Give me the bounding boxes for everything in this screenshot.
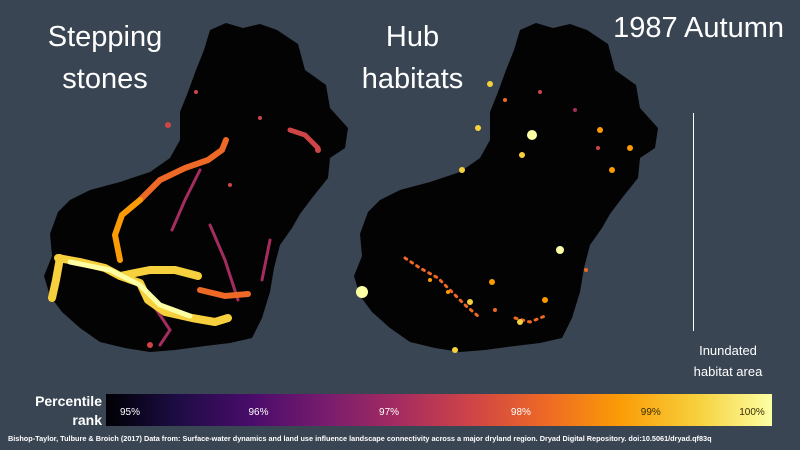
title-line: Hub	[385, 21, 440, 53]
hub-habitats-title: Hub habitats	[355, 16, 470, 100]
colorbar-tick: 95%	[119, 407, 140, 418]
colorbar-tick: 100%	[739, 407, 765, 418]
percentile-rank-label: Percentile rank	[20, 392, 102, 430]
citation-text: Bishop-Taylor, Tulbure & Broich (2017) D…	[8, 434, 712, 443]
stepping-stone-corridor	[287, 127, 321, 151]
habitat-label-line: habitat area	[693, 364, 763, 379]
hub-chain	[403, 256, 547, 324]
habitat-patches	[147, 90, 321, 348]
colorbar-tick: 96%	[248, 407, 269, 418]
stepping-stone-corridor	[197, 287, 251, 300]
stepping-stones-map	[44, 23, 348, 352]
hub-patches	[356, 81, 633, 353]
habitat-area-label: Inundated habitat area	[682, 340, 774, 382]
colorbar-tick: 98%	[510, 407, 531, 418]
habitat-area-axis	[693, 113, 694, 331]
title-line: stones	[62, 63, 148, 95]
colorbar-title-line: rank	[72, 412, 102, 428]
stepping-stone-corridor	[111, 197, 143, 263]
percentile-colorbar: 95% 96% 97% 98% 99% 100%	[106, 394, 772, 426]
colorbar-title-line: Percentile	[35, 393, 102, 409]
colorbar-tick: 97%	[379, 407, 400, 418]
title-line: habitats	[361, 63, 464, 95]
stepping-stone-corridor	[137, 137, 229, 203]
season-title: 1987 Autumn	[613, 12, 784, 44]
habitat-label-line: Inundated	[699, 343, 757, 358]
catchment-region	[44, 23, 348, 352]
stepping-stones-title: Stepping stones	[30, 16, 180, 100]
catchment-region	[354, 23, 658, 352]
colorbar-tick: 99%	[640, 407, 661, 418]
maps-canvas	[44, 23, 658, 353]
hub-habitats-map	[354, 23, 658, 353]
stream-network	[148, 168, 272, 347]
title-line: Stepping	[47, 21, 163, 53]
stepping-stone-corridor	[67, 259, 193, 319]
